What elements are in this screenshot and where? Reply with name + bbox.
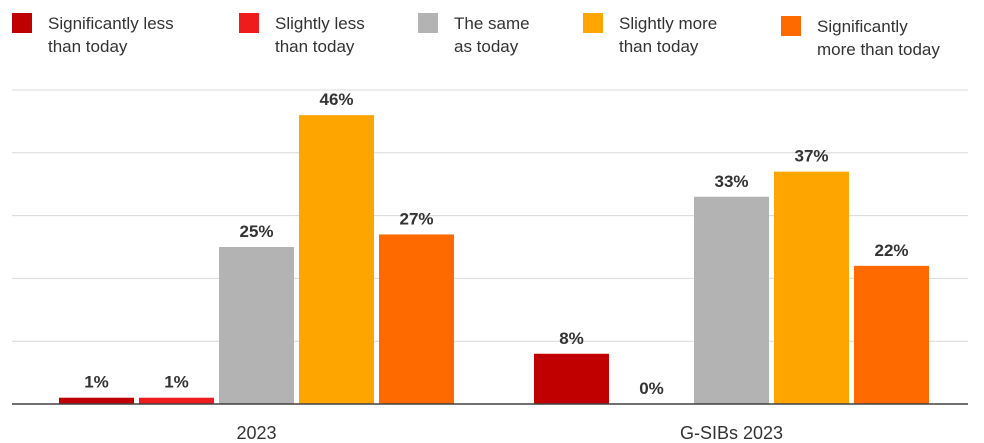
- bar: [219, 247, 294, 404]
- bar-value-label: 46%: [319, 90, 353, 109]
- legend-swatch: [12, 13, 32, 33]
- bar: [379, 234, 454, 404]
- legend-swatch: [418, 13, 438, 33]
- bar-value-label: 33%: [714, 172, 748, 191]
- bar: [534, 353, 609, 404]
- legend-label-line: Significantly: [817, 17, 908, 36]
- bar-value-label: 0%: [639, 379, 664, 398]
- legend-item-significantly-less: Significantly less than today: [12, 12, 174, 58]
- legend-label-line: than today: [619, 37, 699, 56]
- bar-value-label: 22%: [874, 241, 908, 260]
- legend-swatch: [583, 13, 603, 33]
- legend-swatch: [781, 16, 801, 36]
- legend: Significantly less than today Slightly l…: [0, 0, 984, 70]
- bar: [299, 115, 374, 405]
- legend-label: Significantly less than today: [48, 12, 174, 58]
- bar-value-label: 1%: [164, 373, 189, 392]
- legend-label: Slightly less than today: [275, 12, 365, 58]
- legend-label-line: as today: [454, 37, 519, 56]
- category-label: G-SIBs 2023: [680, 423, 783, 443]
- legend-label: The same as today: [454, 12, 530, 58]
- legend-label: Significantly more than today: [817, 15, 940, 61]
- legend-label-line: more than today: [817, 40, 940, 59]
- legend-label-line: The same: [454, 14, 530, 33]
- bar: [774, 171, 849, 404]
- legend-item-significantly-more: Significantly more than today: [781, 15, 940, 61]
- legend-swatch: [239, 13, 259, 33]
- bar: [139, 397, 214, 404]
- legend-label-line: Significantly less: [48, 14, 174, 33]
- legend-label-line: than today: [48, 37, 128, 56]
- category-label: 2023: [236, 423, 276, 443]
- legend-label-line: Slightly less: [275, 14, 365, 33]
- bar: [854, 265, 929, 404]
- bar: [59, 397, 134, 404]
- legend-label: Slightly more than today: [619, 12, 717, 58]
- bar-value-label: 1%: [84, 373, 109, 392]
- legend-label-line: Slightly more: [619, 14, 718, 33]
- bar-value-label: 37%: [794, 147, 828, 166]
- bar-value-label: 8%: [559, 329, 584, 348]
- bar: [694, 196, 769, 404]
- legend-item-slightly-more: Slightly more than today: [583, 12, 717, 58]
- bar-value-label: 25%: [239, 222, 273, 241]
- bar-value-label: 27%: [399, 209, 433, 228]
- legend-label-line: than today: [275, 37, 355, 56]
- legend-item-the-same: The same as today: [418, 12, 530, 58]
- legend-item-slightly-less: Slightly less than today: [239, 12, 365, 58]
